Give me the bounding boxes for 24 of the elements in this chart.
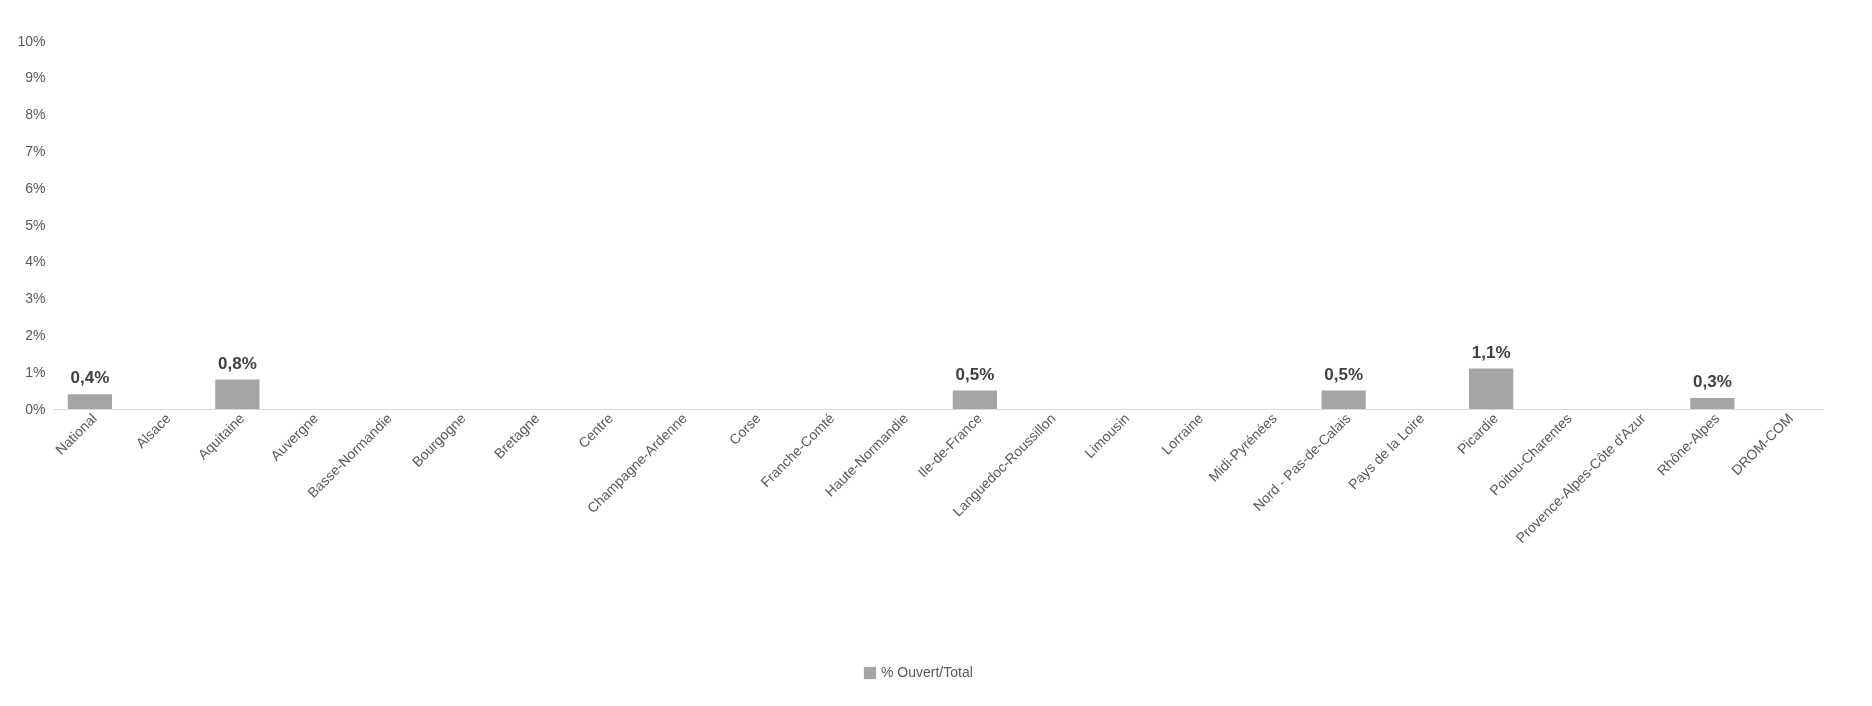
data-label: 1,1%	[1471, 342, 1511, 362]
y-tick-label: 3%	[25, 290, 46, 307]
data-label: 0,4%	[70, 368, 110, 388]
data-label: 0,3%	[1693, 371, 1732, 391]
bar	[215, 379, 260, 409]
data-label: 0,5%	[1324, 364, 1363, 384]
bar	[1690, 397, 1735, 409]
y-tick-label: 2%	[25, 326, 46, 343]
y-tick-label: 8%	[25, 106, 46, 123]
bar	[67, 394, 112, 409]
bar	[1469, 368, 1514, 409]
y-tick-label: 4%	[25, 253, 46, 270]
data-label: 0,8%	[218, 353, 257, 373]
y-tick-label: 6%	[25, 179, 46, 196]
y-tick-label: 5%	[25, 216, 46, 233]
y-tick-label: 7%	[25, 142, 46, 159]
y-tick-label: 9%	[25, 69, 46, 86]
bar	[952, 390, 997, 409]
bar	[1321, 390, 1366, 409]
y-tick-label: 10%	[17, 32, 46, 49]
data-label: 0,5%	[955, 364, 995, 384]
y-tick-label: 1%	[25, 363, 46, 380]
legend-label: % Ouvert/Total	[881, 664, 973, 680]
y-tick-label: 0%	[25, 400, 46, 417]
